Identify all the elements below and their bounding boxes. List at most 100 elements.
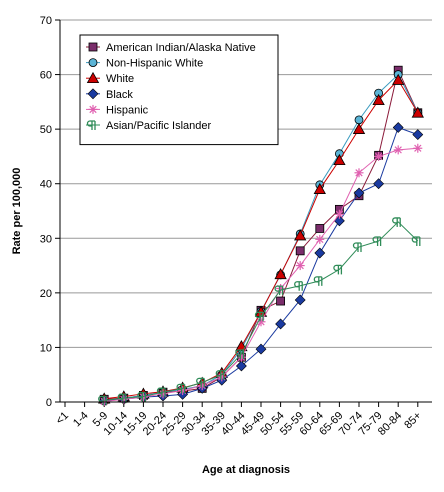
star-stroke: [335, 210, 344, 218]
pilcrow-bowl: [86, 120, 95, 127]
y-tick-label: 10: [40, 342, 52, 354]
data-point: [295, 246, 305, 256]
series-line: [104, 147, 418, 402]
legend-label: Asian/Pacific Islander: [106, 120, 211, 132]
y-tick-label: 60: [40, 70, 52, 82]
legend-label: Non-Hispanic White: [106, 58, 203, 70]
data-point: [374, 151, 384, 161]
data-point: [315, 224, 325, 233]
pilcrow-bowl: [176, 383, 185, 391]
data-point: [274, 267, 287, 280]
data-point: [334, 209, 344, 219]
data-point: [235, 349, 245, 359]
pilcrow-bowl: [411, 236, 420, 243]
pilcrow-bowl: [117, 393, 126, 400]
data-point: [392, 217, 401, 227]
data-point: [98, 395, 107, 406]
pilcrow-bowl: [372, 236, 381, 243]
data-point: [354, 115, 364, 125]
data-point: [295, 261, 305, 271]
pilcrow-bowl: [137, 391, 146, 399]
pilcrow-bowl: [294, 281, 303, 288]
legend-label: White: [106, 73, 134, 85]
data-point: [393, 145, 403, 155]
data-point: [217, 372, 227, 382]
pilcrow-bowl: [313, 276, 322, 283]
data-point: [137, 391, 147, 402]
data-point: [411, 236, 421, 247]
pilcrow-bowl: [215, 370, 224, 377]
legend-marker: [88, 58, 98, 67]
data-point: [352, 242, 362, 253]
data-point: [276, 296, 286, 306]
x-tick-label: 1-4: [71, 410, 91, 430]
data-point: [313, 276, 323, 286]
legend-marker: [86, 71, 100, 83]
star-stroke: [394, 146, 402, 154]
pilcrow-bowl: [98, 395, 107, 403]
legend-item: Black: [86, 88, 133, 101]
legend-item: White: [86, 71, 134, 85]
data-point: [254, 311, 264, 322]
pilcrow-bowl: [333, 264, 342, 272]
pilcrow-bowl: [392, 217, 401, 224]
data-point: [392, 73, 405, 85]
legend-marker: [88, 42, 98, 52]
pilcrow-bowl: [274, 285, 283, 292]
x-axis-ticks: <1 1-4 5-910-1415-1920-2425-2930-3435-3940…: [54, 402, 424, 438]
series-lines: [98, 65, 424, 407]
data-point: [294, 229, 307, 241]
legend-marker: [86, 120, 96, 130]
data-point: [411, 106, 424, 118]
series-asian-pacific-islander: [98, 217, 421, 406]
star-stroke: [89, 105, 97, 114]
pilcrow-bowl: [196, 377, 205, 385]
star-stroke: [414, 144, 422, 152]
data-point: [333, 264, 343, 275]
legend: American Indian/Alaska Native Non-Hispani…: [79, 34, 279, 146]
data-point: [156, 387, 166, 398]
data-point: [196, 377, 205, 388]
series-line: [104, 126, 418, 402]
data-point: [235, 360, 247, 372]
legend-item: Hispanic: [86, 104, 149, 116]
data-point: [413, 143, 423, 153]
legend-marker: [87, 88, 99, 100]
legend-label: American Indian/Alaska Native: [106, 42, 256, 54]
y-tick-label: 50: [40, 124, 52, 136]
star-stroke: [355, 169, 363, 177]
y-tick-label: 20: [40, 288, 52, 300]
star-stroke: [296, 261, 304, 270]
pilcrow-bowl: [235, 349, 244, 356]
pilcrow-bowl: [254, 311, 263, 318]
y-tick-label: 70: [40, 15, 52, 27]
y-tick-label: 30: [40, 233, 52, 245]
pilcrow-bowl: [156, 387, 165, 394]
data-point: [215, 370, 225, 380]
x-axis-title: Age at diagnosis: [202, 464, 290, 476]
y-axis-ticks: 0 10 20 30 40 50 60 70: [40, 15, 60, 409]
y-axis-title: Rate per 100,000: [11, 168, 23, 255]
data-point: [372, 93, 385, 106]
series-line: [104, 221, 419, 401]
data-point: [372, 236, 382, 247]
legend-box: [79, 34, 279, 146]
axes: [59, 20, 432, 403]
data-point: [176, 383, 186, 394]
data-point: [412, 129, 424, 141]
data-point: [313, 182, 326, 194]
data-point: [314, 247, 326, 259]
data-point: [294, 294, 306, 306]
data-point: [373, 178, 385, 190]
legend-item: Asian/Pacific Islander: [86, 120, 211, 132]
pilcrow-bowl: [352, 242, 361, 249]
data-point: [275, 318, 287, 330]
legend-item: Non-Hispanic White: [86, 58, 203, 70]
star-stroke: [316, 235, 324, 244]
data-point: [294, 281, 303, 291]
y-tick-label: 40: [40, 179, 52, 191]
legend-label: Hispanic: [106, 104, 149, 116]
data-point: [392, 122, 404, 133]
data-point: [354, 168, 364, 178]
